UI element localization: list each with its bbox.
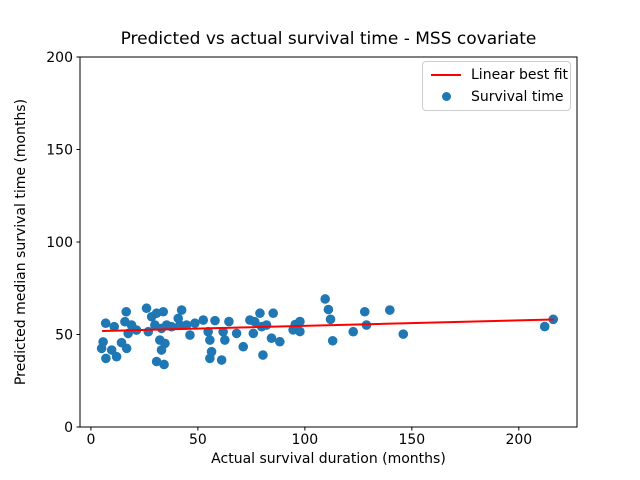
scatter-point: [231, 328, 242, 339]
scatter-point: [176, 305, 187, 315]
legend: Linear best fit Survival time: [422, 61, 571, 111]
y-tick-label: 100: [46, 235, 73, 251]
y-tick-label: 150: [46, 143, 73, 159]
legend-label-scatter: Survival time: [471, 88, 564, 105]
scatter-point: [323, 304, 334, 315]
scatter-point: [159, 359, 169, 370]
scatter-point: [325, 314, 336, 325]
scatter-point: [175, 320, 185, 330]
x-tick-label: 200: [505, 432, 532, 448]
scatter-point: [238, 341, 249, 352]
scatter-point: [185, 330, 195, 340]
chart-title: Predicted vs actual survival time - MSS …: [120, 29, 537, 49]
y-tick-label: 200: [46, 50, 73, 66]
scatter-point: [327, 335, 338, 346]
scatter-point: [158, 306, 169, 317]
x-tick-label: 100: [291, 432, 318, 448]
scatter-point: [224, 316, 234, 327]
y-tick-label: 50: [55, 328, 73, 344]
scatter-point: [106, 345, 117, 355]
scatter-point: [398, 329, 409, 339]
scatter-point: [220, 335, 230, 345]
scatter-point: [268, 308, 278, 319]
legend-label-fit: Linear best fit: [471, 67, 569, 84]
scatter-point: [218, 326, 228, 337]
axes-spines: [79, 56, 578, 428]
legend-entry-scatter: Survival time: [431, 87, 564, 107]
scatter-point: [160, 338, 170, 349]
scatter-point: [181, 320, 192, 330]
x-tick-label: 50: [189, 432, 207, 448]
scatter-marker-icon: [441, 92, 451, 102]
scatter-point: [100, 318, 111, 329]
legend-entry-fit: Linear best fit: [431, 65, 568, 85]
scatter-point: [248, 328, 259, 339]
scatter-point: [255, 308, 265, 319]
scatter-point: [295, 316, 305, 327]
scatter-point: [261, 320, 272, 330]
fit-line-icon: [431, 74, 461, 77]
best-fit-line: [101, 318, 555, 332]
scatter-point: [249, 316, 260, 327]
scatter-point: [121, 306, 132, 317]
scatter-point: [295, 326, 305, 337]
x-tick-label: 150: [398, 432, 425, 448]
scatter-point: [198, 315, 209, 325]
scatter-point: [121, 343, 132, 354]
scatter-point: [111, 351, 122, 362]
scatter-point: [275, 336, 285, 347]
legend-key: [431, 92, 461, 102]
scatter-point: [190, 318, 200, 329]
scatter-point: [206, 346, 217, 357]
y-tick-label: 0: [64, 420, 73, 436]
scatter-point: [539, 321, 550, 332]
scatter-point: [109, 321, 120, 332]
scatter-point: [210, 315, 220, 326]
scatter-point: [348, 326, 359, 337]
scatter-point: [384, 305, 395, 315]
scatter-point: [216, 355, 227, 365]
x-axis-label: Actual survival duration (months): [211, 451, 446, 467]
scatter-point: [141, 303, 152, 314]
scatter-point: [266, 333, 277, 344]
scatter-point: [320, 294, 330, 304]
scatter-point: [98, 337, 108, 347]
legend-key: [431, 74, 461, 77]
scatter-point: [101, 353, 111, 364]
scatter-point: [205, 335, 215, 345]
x-tick-label: 0: [86, 432, 95, 448]
scatter-point: [151, 356, 162, 367]
scatter-point: [258, 350, 268, 360]
scatter-point: [359, 306, 370, 317]
